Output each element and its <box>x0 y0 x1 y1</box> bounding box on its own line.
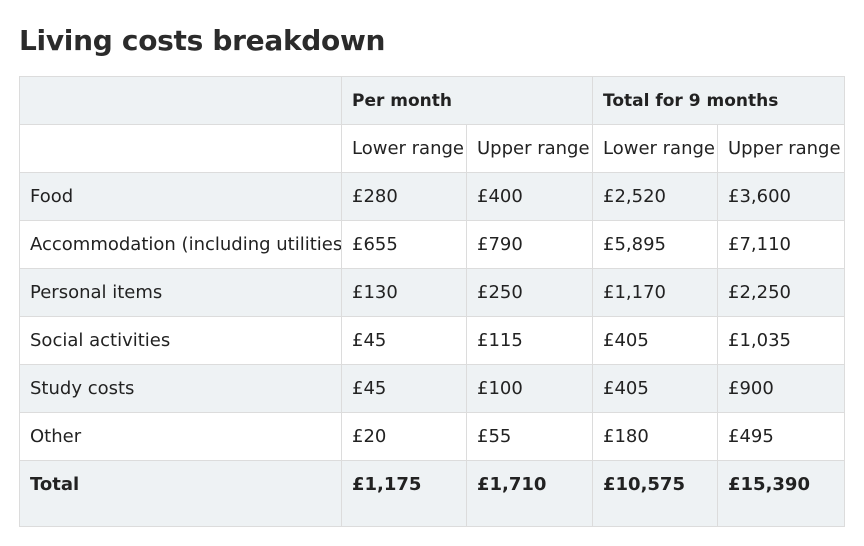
total-cell: £1,175 <box>341 460 467 527</box>
total-cell: £1,710 <box>466 460 593 527</box>
group-header-row: Per month Total for 9 months <box>19 76 845 125</box>
row-label: Other <box>19 412 342 461</box>
table-cell: £1,170 <box>592 268 718 317</box>
total-label: Total <box>19 460 342 527</box>
table-cell: £405 <box>592 316 718 365</box>
table-cell: £655 <box>341 220 467 269</box>
total-row: Total £1,175 £1,710 £10,575 £15,390 <box>19 460 845 527</box>
table-cell: £20 <box>341 412 467 461</box>
page: Living costs breakdown Per month Total f… <box>19 24 845 527</box>
table-cell: £100 <box>466 364 593 413</box>
table-cell: £400 <box>466 172 593 221</box>
table-cell: £1,035 <box>717 316 845 365</box>
table-cell: £45 <box>341 316 467 365</box>
per-month-header: Per month <box>341 76 593 125</box>
total-cell: £15,390 <box>717 460 845 527</box>
table-cell: £2,520 <box>592 172 718 221</box>
table-row: Personal items £130 £250 £1,170 £2,250 <box>19 268 845 317</box>
sub-header-corner-cell <box>19 124 342 173</box>
table-row: Social activities £45 £115 £405 £1,035 <box>19 316 845 365</box>
sub-header-cell: Lower range <box>592 124 718 173</box>
sub-header-cell: Upper range <box>717 124 845 173</box>
table-cell: £130 <box>341 268 467 317</box>
table-cell: £3,600 <box>717 172 845 221</box>
row-label: Personal items <box>19 268 342 317</box>
table-cell: £115 <box>466 316 593 365</box>
table-row: Accommodation (including utilities) £655… <box>19 220 845 269</box>
table-cell: £900 <box>717 364 845 413</box>
table-row: Other £20 £55 £180 £495 <box>19 412 845 461</box>
row-label: Accommodation (including utilities) <box>19 220 342 269</box>
page-title: Living costs breakdown <box>19 24 386 57</box>
table-cell: £495 <box>717 412 845 461</box>
table-row: Food £280 £400 £2,520 £3,600 <box>19 172 845 221</box>
table-row: Study costs £45 £100 £405 £900 <box>19 364 845 413</box>
table-cell: £180 <box>592 412 718 461</box>
row-label: Study costs <box>19 364 342 413</box>
table-cell: £250 <box>466 268 593 317</box>
table-cell: £7,110 <box>717 220 845 269</box>
table-cell: £45 <box>341 364 467 413</box>
table-cell: £55 <box>466 412 593 461</box>
row-label: Food <box>19 172 342 221</box>
header-corner-cell <box>19 76 342 125</box>
table-cell: £405 <box>592 364 718 413</box>
sub-header-cell: Upper range <box>466 124 593 173</box>
table-cell: £790 <box>466 220 593 269</box>
table-cell: £280 <box>341 172 467 221</box>
total-cell: £10,575 <box>592 460 718 527</box>
living-costs-table: Per month Total for 9 months Lower range… <box>19 76 845 527</box>
table-cell: £5,895 <box>592 220 718 269</box>
row-label: Social activities <box>19 316 342 365</box>
sub-header-row: Lower range Upper range Lower range Uppe… <box>19 124 845 173</box>
table-cell: £2,250 <box>717 268 845 317</box>
total-9-months-header: Total for 9 months <box>592 76 845 125</box>
sub-header-cell: Lower range <box>341 124 467 173</box>
